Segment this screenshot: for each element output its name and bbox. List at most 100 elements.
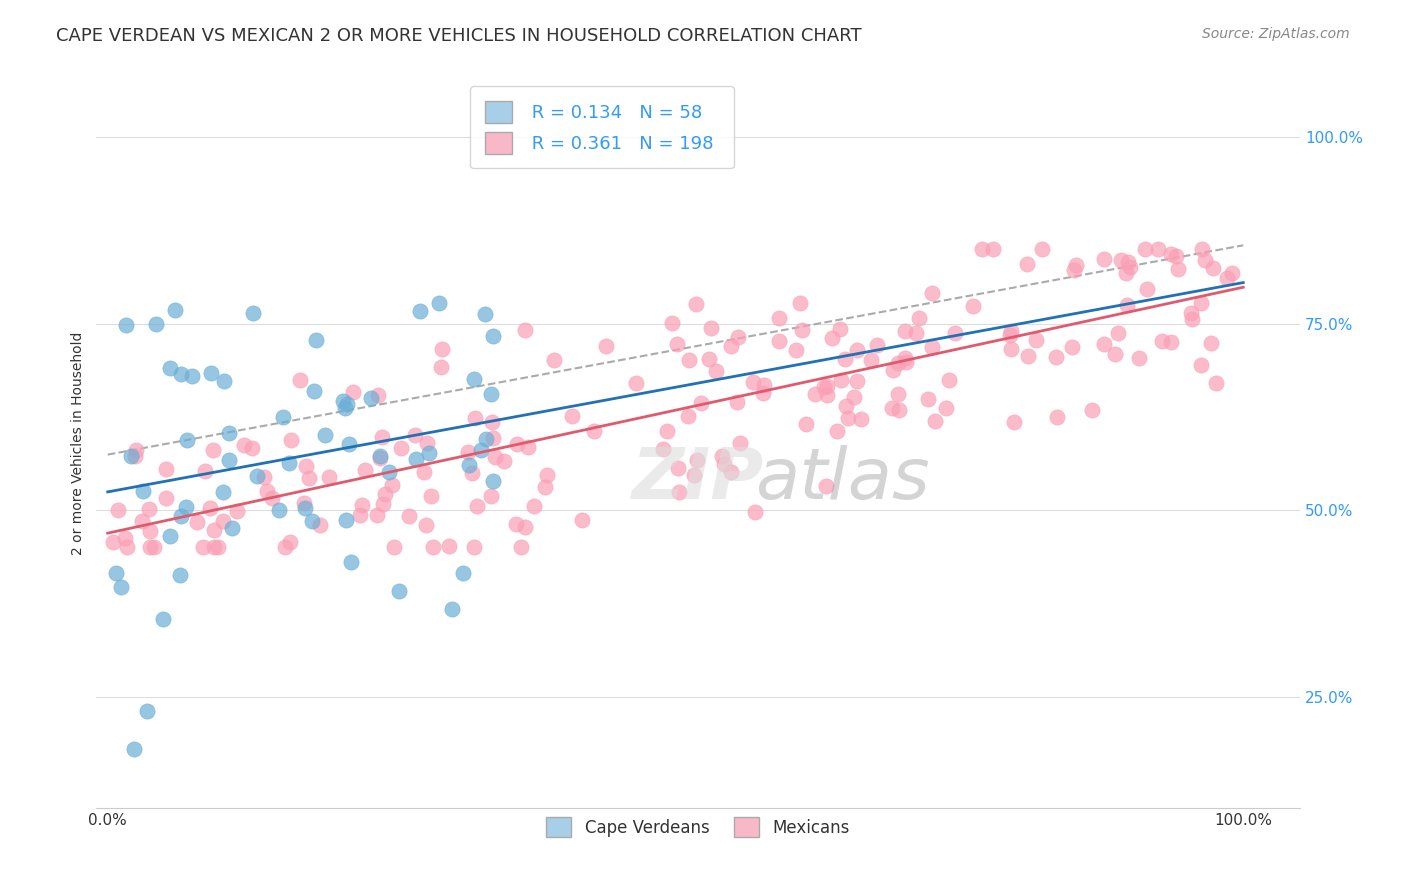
- Point: [278, 535, 301, 549]
- Point: [908, 311, 931, 326]
- Point: [481, 431, 503, 445]
- Point: [232, 438, 254, 452]
- Point: [482, 475, 505, 489]
- Point: [685, 297, 707, 311]
- Point: [728, 435, 751, 450]
- Point: [202, 443, 225, 458]
- Point: [1000, 342, 1022, 356]
- Point: [301, 514, 323, 528]
- Point: [668, 485, 690, 500]
- Point: [804, 387, 827, 401]
- Point: [104, 566, 127, 581]
- Point: [430, 359, 453, 374]
- Point: [352, 498, 374, 512]
- Point: [849, 412, 872, 426]
- Point: [420, 489, 443, 503]
- Point: [859, 353, 882, 368]
- Point: [1104, 347, 1126, 361]
- Point: [374, 487, 396, 501]
- Point: [1128, 351, 1150, 365]
- Point: [837, 411, 859, 425]
- Point: [124, 449, 146, 463]
- Point: [921, 286, 943, 301]
- Point: [792, 323, 814, 337]
- Point: [371, 430, 394, 444]
- Point: [887, 356, 910, 370]
- Point: [1164, 249, 1187, 263]
- Point: [813, 380, 835, 394]
- Point: [835, 399, 858, 413]
- Point: [1092, 252, 1115, 266]
- Point: [340, 555, 363, 569]
- Point: [138, 502, 160, 516]
- Point: [1000, 327, 1022, 342]
- Point: [170, 368, 193, 382]
- Point: [418, 446, 440, 460]
- Point: [938, 373, 960, 387]
- Point: [413, 465, 436, 479]
- Point: [176, 434, 198, 448]
- Point: [470, 442, 492, 457]
- Point: [678, 352, 700, 367]
- Point: [1046, 410, 1069, 425]
- Point: [1025, 333, 1047, 347]
- Point: [409, 303, 432, 318]
- Point: [652, 442, 675, 457]
- Point: [815, 378, 838, 392]
- Point: [368, 450, 391, 464]
- Point: [820, 331, 842, 345]
- Point: [318, 470, 340, 484]
- Point: [440, 602, 463, 616]
- Point: [463, 541, 485, 555]
- Point: [655, 424, 678, 438]
- Point: [744, 505, 766, 519]
- Point: [1201, 261, 1223, 276]
- Point: [981, 242, 1004, 256]
- Point: [131, 514, 153, 528]
- Point: [378, 465, 401, 479]
- Point: [107, 503, 129, 517]
- Point: [474, 432, 496, 446]
- Y-axis label: 2 or more Vehicles in Household: 2 or more Vehicles in Household: [72, 331, 86, 555]
- Point: [785, 343, 807, 357]
- Point: [221, 521, 243, 535]
- Point: [278, 456, 301, 470]
- Point: [887, 386, 910, 401]
- Point: [905, 326, 928, 340]
- Point: [308, 518, 330, 533]
- Point: [335, 401, 357, 415]
- Point: [962, 299, 984, 313]
- Point: [415, 517, 437, 532]
- Point: [1146, 242, 1168, 256]
- Point: [294, 458, 316, 473]
- Point: [256, 483, 278, 498]
- Point: [515, 520, 537, 534]
- Text: CAPE VERDEAN VS MEXICAN 2 OR MORE VEHICLES IN HOUSEHOLD CORRELATION CHART: CAPE VERDEAN VS MEXICAN 2 OR MORE VEHICL…: [56, 27, 862, 45]
- Point: [661, 316, 683, 330]
- Point: [465, 499, 488, 513]
- Point: [337, 436, 360, 450]
- Point: [388, 584, 411, 599]
- Point: [725, 395, 748, 409]
- Point: [115, 541, 138, 555]
- Point: [720, 339, 742, 353]
- Point: [768, 310, 790, 325]
- Point: [114, 531, 136, 545]
- Point: [582, 424, 605, 438]
- Point: [814, 479, 837, 493]
- Point: [534, 480, 557, 494]
- Point: [294, 501, 316, 516]
- Point: [1191, 242, 1213, 256]
- Point: [1115, 298, 1137, 312]
- Text: Source: ZipAtlas.com: Source: ZipAtlas.com: [1202, 27, 1350, 41]
- Point: [678, 409, 700, 424]
- Point: [404, 428, 426, 442]
- Point: [366, 508, 388, 523]
- Point: [298, 471, 321, 485]
- Point: [700, 321, 723, 335]
- Point: [754, 378, 776, 392]
- Point: [200, 366, 222, 380]
- Point: [479, 489, 502, 503]
- Point: [427, 296, 450, 310]
- Point: [294, 496, 316, 510]
